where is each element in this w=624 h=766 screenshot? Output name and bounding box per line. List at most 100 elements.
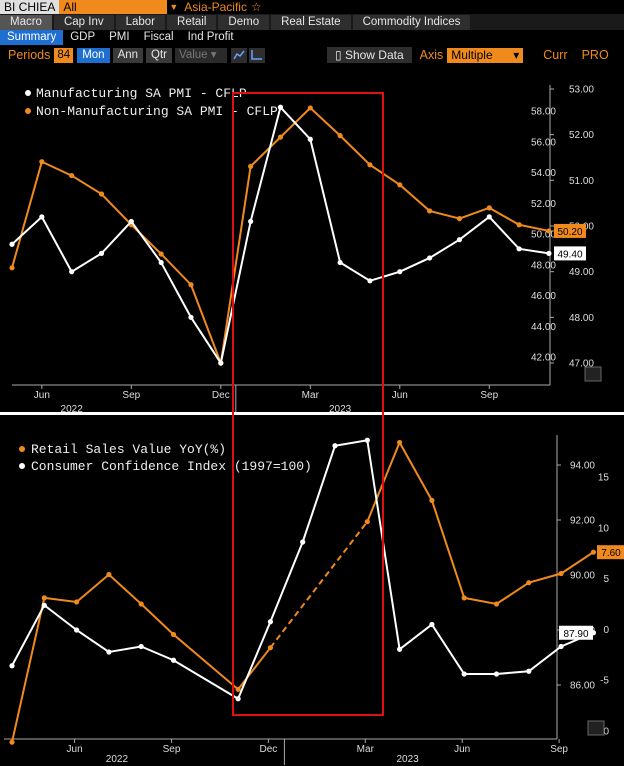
data-point <box>170 657 177 663</box>
chart-zoom-icon <box>584 366 602 382</box>
legend-marker <box>19 446 25 452</box>
tab-retail[interactable]: Retail <box>167 14 217 30</box>
data-point <box>427 255 433 261</box>
line-chart-icon[interactable] <box>231 47 248 63</box>
periods-input[interactable]: 84 <box>54 47 74 63</box>
y-inner-tick-label: 48.00 <box>569 313 594 324</box>
last-value-badge <box>597 545 624 560</box>
y-outer-tick-label: 44.00 <box>531 322 556 333</box>
data-point <box>337 259 343 266</box>
region-label[interactable]: Asia-Pacific <box>184 0 247 14</box>
data-point <box>397 269 403 275</box>
data-point <box>493 671 500 677</box>
ticker-field[interactable]: BI CHIEA <box>0 0 60 14</box>
pmi-chart: 53.00 52.00 51.00 50.00 49.00 48.00 47.00 58.00… <box>9 85 602 412</box>
axis-label: Axis <box>419 48 444 62</box>
x-tick-label: Jun <box>392 390 408 401</box>
y-inner-tick-label: 47.00 <box>569 359 594 370</box>
data-point <box>367 278 373 284</box>
tab-real-estate[interactable]: Real Estate <box>271 14 351 30</box>
data-point <box>337 133 343 139</box>
x-tick-label: Mar <box>302 390 320 401</box>
last-value-label: 50.20 <box>557 227 582 238</box>
freq-mon-button[interactable]: Mon <box>77 47 110 63</box>
ticker-filter-dropdown[interactable]: All <box>59 0 168 14</box>
series-line <box>11 439 594 701</box>
x-tick-label: Sep <box>550 744 568 755</box>
data-point <box>456 237 463 243</box>
series-line <box>11 106 550 368</box>
data-point <box>277 104 284 110</box>
data-point <box>516 246 522 252</box>
series-line-dashed <box>269 521 369 649</box>
last-value-label: 87.90 <box>563 629 588 640</box>
data-point <box>307 105 313 111</box>
value-dropdown[interactable]: Value ▾ <box>175 47 228 63</box>
freq-ann-button[interactable]: Ann <box>112 47 144 63</box>
data-point <box>364 519 370 525</box>
x-year-label: 2022 <box>106 754 129 765</box>
y-outer-tick-label: 5 <box>603 574 609 585</box>
y-inner-tick-label: 51.00 <box>569 176 594 187</box>
data-point <box>526 668 532 674</box>
data-point <box>558 570 564 577</box>
data-point <box>546 228 552 234</box>
show-data-button[interactable]: ▯ Show Data <box>327 47 412 63</box>
data-point <box>9 265 15 271</box>
x-year-label: 2022 <box>61 404 84 412</box>
y-inner-tick-label: 86.00 <box>570 681 595 692</box>
y-outer-tick-label: -5 <box>600 676 609 687</box>
subtab-summary[interactable]: Summary <box>0 30 64 45</box>
y-outer-tick-label: 46.00 <box>531 291 556 302</box>
y-outer-tick-label: 58.00 <box>531 107 556 118</box>
subtab-ind-profit[interactable]: Ind Profit <box>187 31 234 43</box>
data-point <box>590 549 597 555</box>
retail-confidence-chart: 94.0092.0090.0088.0086.00151050-5-10JunS… <box>4 435 624 765</box>
tab-labor[interactable]: Labor <box>115 14 166 30</box>
last-value-badge <box>554 223 586 238</box>
data-point <box>98 191 105 197</box>
pro-label[interactable]: PRO <box>581 48 609 62</box>
data-point <box>558 643 564 650</box>
y-outer-tick-label: 48.00 <box>531 260 556 271</box>
chevron-down-icon: ▾ <box>513 47 520 62</box>
tab-demo[interactable]: Demo <box>218 14 270 30</box>
legend-label: Manufacturing SA PMI - CFLP <box>36 86 247 101</box>
tab-commodity-indices[interactable]: Commodity Indices <box>352 14 471 30</box>
data-point <box>41 602 47 608</box>
subtab-fiscal[interactable]: Fiscal <box>143 31 174 43</box>
data-point <box>41 595 47 601</box>
x-year-label: 2023 <box>329 404 352 412</box>
curr-label[interactable]: Curr <box>543 48 568 62</box>
y-inner-tick-label: 53.00 <box>569 85 594 96</box>
data-point <box>158 259 164 266</box>
data-point <box>69 269 75 275</box>
data-point <box>397 182 403 188</box>
data-point <box>427 208 433 214</box>
axis-dropdown[interactable]: Multiple ▾ <box>447 47 524 63</box>
y-outer-tick-label: 52.00 <box>531 199 556 210</box>
subtab-gdp[interactable]: GDP <box>70 31 96 43</box>
legend-marker <box>25 108 31 114</box>
y-outer-tick-label: 56.00 <box>531 137 556 148</box>
legend-marker <box>25 90 31 96</box>
tab-macro[interactable]: Macro <box>0 14 52 30</box>
freq-qtr-button[interactable]: Qtr <box>146 47 173 63</box>
data-point <box>493 601 500 607</box>
chart-zoom-icon <box>587 720 605 736</box>
x-tick-label: Dec <box>212 390 230 401</box>
x-tick-label: Jun <box>34 390 50 401</box>
data-point <box>9 663 15 669</box>
data-point <box>397 439 403 446</box>
favorite-star-icon[interactable]: ☆ <box>250 0 262 14</box>
data-point <box>218 360 224 366</box>
bar-chart-icon[interactable] <box>249 47 266 63</box>
data-point <box>456 216 463 222</box>
tab-cap-inv[interactable]: Cap Inv <box>53 14 114 30</box>
dropdown-arrow-icon[interactable]: ▼ <box>169 2 179 12</box>
subtab-pmi[interactable]: PMI <box>109 31 130 43</box>
series-line <box>11 573 272 743</box>
last-value-badge <box>559 625 593 640</box>
data-point <box>486 205 492 211</box>
data-point <box>138 601 144 607</box>
